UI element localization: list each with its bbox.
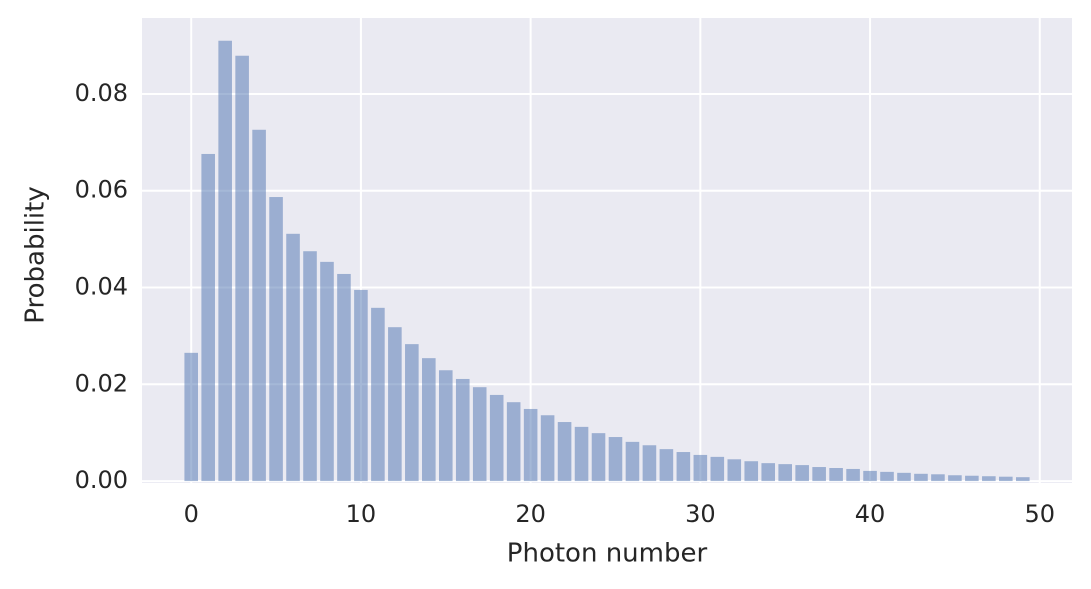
bar — [235, 55, 249, 482]
x-tick-label: 0 — [184, 500, 199, 528]
x-tick-label: 50 — [1024, 500, 1055, 528]
bar — [557, 422, 572, 482]
bar — [642, 445, 657, 482]
bar — [914, 473, 928, 482]
bar — [676, 452, 691, 482]
bar — [438, 370, 453, 482]
bar — [744, 461, 759, 482]
bar — [184, 352, 199, 482]
bar — [286, 233, 300, 482]
bar — [710, 456, 725, 482]
x-axis-label: Photon number — [507, 539, 708, 569]
bar — [999, 476, 1013, 482]
bar — [388, 327, 402, 482]
x-tick-label: 20 — [515, 500, 546, 528]
bar — [303, 251, 317, 482]
bar — [405, 344, 419, 482]
bar — [523, 408, 538, 482]
bar — [625, 441, 640, 482]
bar — [337, 273, 351, 482]
bar — [965, 475, 979, 482]
bar — [897, 472, 911, 482]
bar — [574, 426, 589, 482]
x-tick-label: 30 — [685, 500, 716, 528]
bar — [846, 468, 860, 482]
bar — [455, 378, 470, 482]
bar — [218, 40, 232, 482]
bar — [948, 475, 962, 482]
bar — [506, 402, 521, 482]
bar — [659, 449, 674, 482]
y-tick-label: 0.00 — [75, 466, 128, 494]
y-tick-label: 0.02 — [75, 369, 128, 397]
bar — [252, 129, 266, 482]
bar — [693, 454, 708, 482]
bar — [863, 470, 877, 482]
bar — [727, 459, 742, 482]
bar — [761, 463, 776, 482]
bar — [472, 387, 487, 482]
bar — [1015, 477, 1030, 482]
bar — [320, 261, 334, 482]
bar — [795, 465, 809, 482]
bar — [608, 437, 623, 482]
bar — [931, 474, 945, 482]
bar — [880, 471, 894, 482]
bar — [201, 153, 215, 482]
bar — [982, 476, 996, 482]
bar — [422, 358, 436, 482]
bar — [812, 467, 826, 482]
bar — [354, 289, 368, 482]
y-axis-label: Probability — [21, 186, 51, 323]
bar — [489, 394, 504, 482]
bar — [371, 307, 385, 482]
bar — [829, 468, 843, 482]
y-tick-label: 0.06 — [75, 176, 128, 204]
bar — [540, 415, 555, 482]
x-tick-label: 10 — [346, 500, 377, 528]
bar — [269, 197, 283, 482]
x-tick-label: 40 — [855, 500, 886, 528]
y-tick-label: 0.08 — [75, 79, 128, 107]
bar — [778, 464, 792, 482]
y-tick-label: 0.04 — [75, 273, 128, 301]
bar — [591, 433, 606, 482]
